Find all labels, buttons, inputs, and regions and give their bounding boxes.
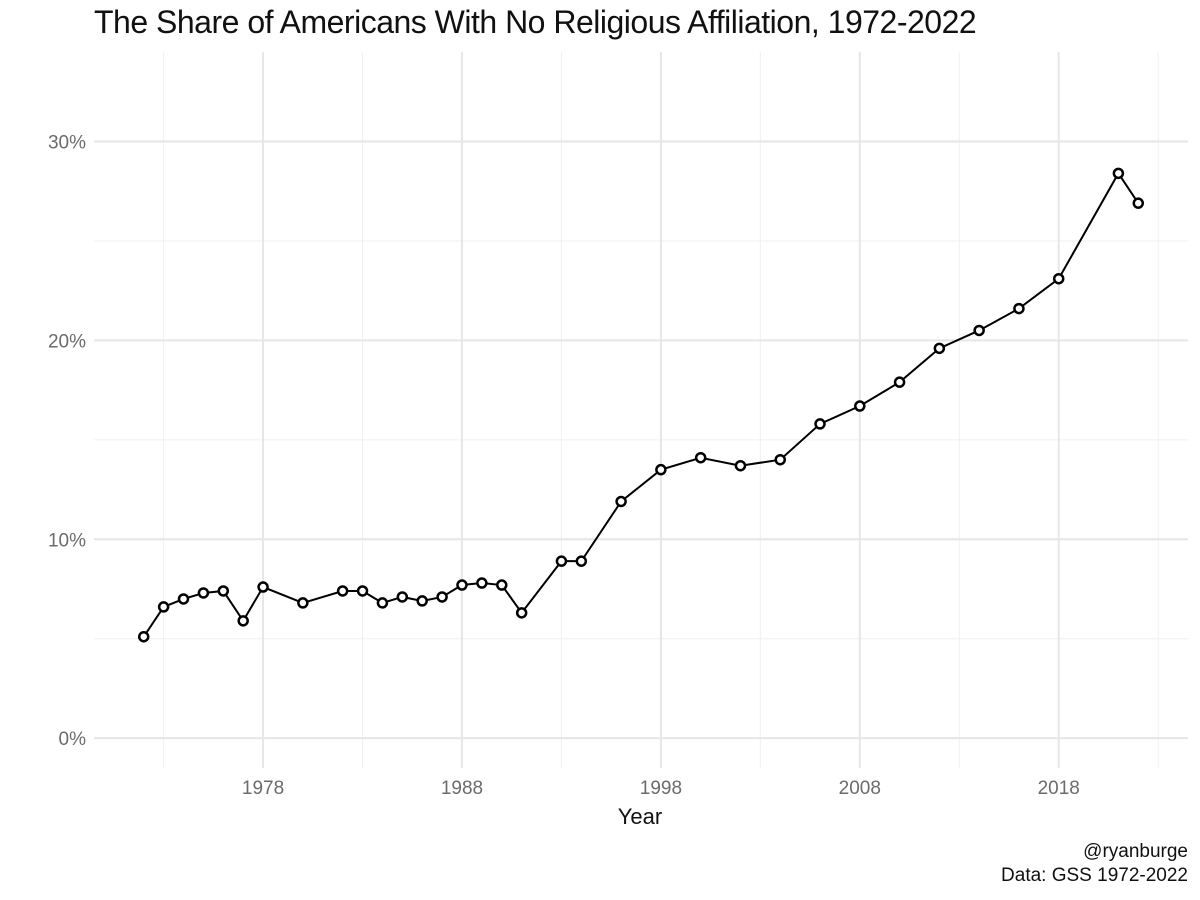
data-point	[137, 630, 150, 643]
x-axis-title: Year	[618, 804, 662, 829]
data-point	[854, 400, 866, 412]
data-point	[893, 376, 906, 388]
x-axis-tick-labels: 1978 1988 1998 2008 2018	[242, 778, 1080, 799]
data-point	[257, 581, 269, 593]
data-point	[336, 585, 349, 597]
data-point	[615, 495, 627, 508]
data-point	[356, 585, 369, 597]
data-point	[217, 585, 230, 597]
data-point	[177, 593, 190, 605]
x-tick-label: 1998	[640, 778, 682, 799]
data-point	[555, 555, 568, 567]
x-tick-label: 2008	[839, 778, 881, 799]
data-point	[376, 597, 389, 609]
data-point	[476, 577, 488, 589]
y-tick-label: 10%	[48, 530, 86, 551]
series-line	[142, 171, 1140, 638]
data-point	[1052, 272, 1065, 285]
y-tick-label: 30%	[48, 133, 86, 154]
data-point	[237, 615, 249, 627]
data-points	[137, 167, 1145, 643]
caption: @ryanburge Data: GSS 1972-2022	[1001, 840, 1188, 888]
grid-lines	[94, 52, 1188, 768]
data-point	[515, 607, 528, 619]
x-tick-label: 1978	[242, 778, 284, 799]
data-point	[973, 324, 985, 337]
data-point	[436, 591, 448, 603]
data-point	[1013, 302, 1025, 315]
data-point	[157, 601, 170, 613]
caption-source: Data: GSS 1972-2022	[1001, 865, 1188, 886]
y-tick-label: 20%	[48, 331, 86, 352]
data-point	[734, 459, 747, 472]
data-point	[694, 451, 707, 464]
y-tick-label: 0%	[59, 729, 87, 750]
chart-title: The Share of Americans With No Religious…	[94, 4, 977, 40]
caption-handle: @ryanburge	[1083, 841, 1188, 862]
data-point	[814, 418, 826, 430]
data-point	[774, 453, 786, 466]
data-point	[297, 597, 309, 609]
data-point	[1132, 197, 1145, 209]
y-axis-tick-labels: 0% 10% 20% 30%	[48, 133, 86, 751]
data-point	[416, 595, 428, 607]
data-point	[1112, 167, 1125, 180]
data-point	[456, 579, 468, 591]
data-point	[933, 342, 946, 355]
data-point	[396, 591, 409, 603]
x-tick-label: 2018	[1038, 778, 1080, 799]
x-tick-label: 1988	[441, 778, 483, 799]
data-point	[655, 463, 667, 476]
data-point	[575, 555, 588, 567]
data-point	[197, 587, 210, 599]
data-point	[496, 579, 508, 591]
